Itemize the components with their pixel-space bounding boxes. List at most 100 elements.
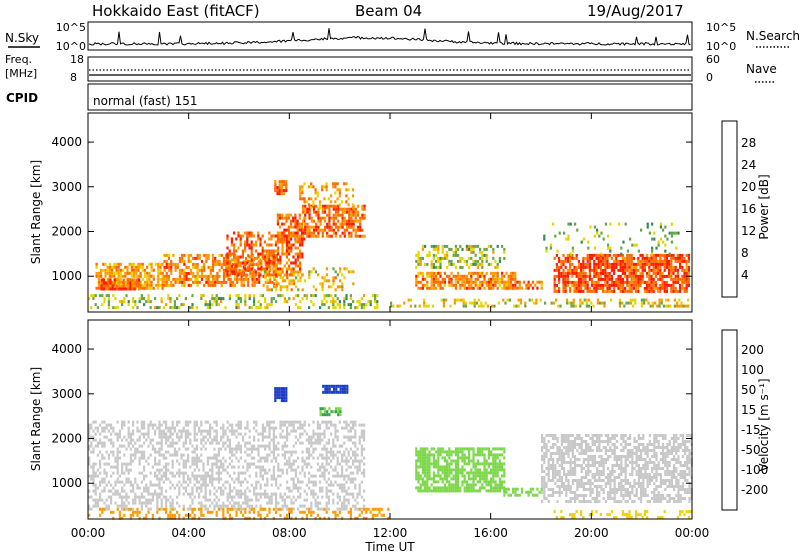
velocity-cell <box>222 442 224 445</box>
velocity-cell <box>227 421 229 424</box>
power-cell <box>214 260 216 263</box>
power-cell <box>277 294 279 297</box>
velocity-cell <box>103 469 105 472</box>
power-cell <box>306 200 308 203</box>
power-cell <box>567 275 569 278</box>
velocity-cell <box>161 424 163 427</box>
power-cell <box>277 262 279 265</box>
velocity-cell <box>128 481 130 484</box>
velocity-cell <box>205 484 207 487</box>
power-cell <box>123 282 125 285</box>
power-cell <box>357 220 359 223</box>
power-cell <box>681 254 683 257</box>
power-cell <box>565 275 567 278</box>
velocity-cell <box>290 478 292 481</box>
velocity-cell <box>92 439 94 442</box>
velocity-cell <box>191 472 193 475</box>
velocity-cell <box>328 427 330 430</box>
velocity-cell <box>428 486 430 489</box>
velocity-cell <box>207 472 209 475</box>
power-cell <box>683 278 685 281</box>
power-cell <box>302 232 304 235</box>
power-cell <box>569 260 571 263</box>
power-cell <box>343 267 345 270</box>
power-cell <box>579 302 581 305</box>
velocity-cell <box>264 448 266 451</box>
velocity-cell <box>417 456 419 459</box>
velocity-cell <box>128 430 130 433</box>
power-cell <box>686 281 688 284</box>
velocity-cell <box>132 502 134 505</box>
velocity-cell <box>275 445 277 448</box>
velocity-cell <box>145 460 147 463</box>
power-cell <box>567 254 569 257</box>
power-cell <box>116 279 118 282</box>
power-cell <box>648 272 650 275</box>
velocity-cell <box>293 463 295 466</box>
velocity-cell <box>426 456 428 459</box>
power-cell <box>279 217 281 220</box>
velocity-cell <box>273 445 275 448</box>
power-cell <box>604 269 606 272</box>
power-cell <box>568 302 570 305</box>
power-cell <box>666 287 668 290</box>
power-cell <box>268 262 270 265</box>
velocity-cell <box>202 481 204 484</box>
velocity-cell <box>152 439 154 442</box>
power-cell <box>420 287 422 290</box>
velocity-cell <box>191 445 193 448</box>
power-cell <box>174 306 176 309</box>
power-cell <box>594 247 596 250</box>
velocity-cell <box>209 469 211 472</box>
power-cell <box>448 263 450 266</box>
power-cell <box>602 284 604 287</box>
velocity-cell <box>361 448 363 451</box>
velocity-cell <box>468 471 470 474</box>
velocity-cell <box>277 475 279 478</box>
power-cell <box>453 251 455 254</box>
velocity-cell <box>334 436 336 439</box>
velocity-cell <box>150 502 152 505</box>
power-cell <box>657 260 659 263</box>
power-cell <box>677 254 679 257</box>
velocity-cell <box>196 475 198 478</box>
power-cell <box>109 288 111 291</box>
power-cell <box>100 272 102 275</box>
velocity-cell <box>264 460 266 463</box>
velocity-cell <box>284 451 286 454</box>
velocity-cell <box>354 421 356 424</box>
velocity-cell <box>130 463 132 466</box>
power-cell <box>604 266 606 269</box>
power-cell <box>157 284 159 287</box>
velocity-cell <box>145 484 147 487</box>
power-cell <box>481 263 483 266</box>
velocity-cell <box>446 480 448 483</box>
velocity-cell <box>220 472 222 475</box>
power-cell <box>490 287 492 290</box>
velocity-cell <box>315 439 317 442</box>
power-cell <box>238 294 240 297</box>
velocity-cell <box>218 472 220 475</box>
velocity-cell <box>172 484 174 487</box>
power-cell <box>295 265 297 268</box>
velocity-cell <box>284 493 286 496</box>
power-cell <box>536 287 538 290</box>
velocity-cell <box>106 424 108 427</box>
velocity-cell <box>158 484 160 487</box>
power-cell <box>352 300 354 303</box>
power-cell <box>486 248 488 251</box>
velocity-cell <box>139 496 141 499</box>
power-cell <box>598 281 600 284</box>
power-cell <box>437 251 439 254</box>
velocity-cell <box>136 487 138 490</box>
power-cell <box>655 269 657 272</box>
power-cell <box>98 284 100 287</box>
power-cell <box>642 263 644 266</box>
velocity-cell <box>477 474 479 477</box>
velocity-cell <box>251 463 253 466</box>
velocity-cell <box>475 471 477 474</box>
power-cell <box>679 278 681 281</box>
velocity-cell <box>428 465 430 468</box>
velocity-cell <box>472 450 474 453</box>
velocity-cell <box>354 457 356 460</box>
